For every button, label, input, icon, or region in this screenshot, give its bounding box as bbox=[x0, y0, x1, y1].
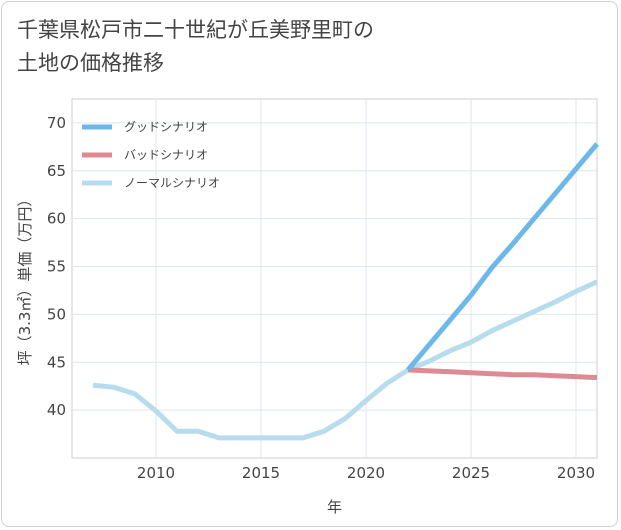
y-tick-label: 70 bbox=[47, 114, 66, 132]
legend-label: グッドシナリオ bbox=[124, 120, 208, 134]
y-tick-label: 60 bbox=[47, 210, 66, 228]
plot-area bbox=[71, 98, 598, 459]
bad-scenario-line bbox=[407, 367, 598, 381]
y-tick-label: 45 bbox=[47, 353, 66, 371]
y-tick-label: 55 bbox=[47, 258, 66, 276]
legend-item-good: グッドシナリオ bbox=[82, 120, 208, 134]
legend-label: ノーマルシナリオ bbox=[124, 176, 220, 190]
good-scenario-line bbox=[406, 142, 599, 372]
legend-item-bad: バッドシナリオ bbox=[82, 148, 208, 162]
y-tick-label: 50 bbox=[47, 305, 66, 323]
y-tick-label: 65 bbox=[47, 162, 66, 180]
tick-labels: 2010 2015 2020 2025 2030 40 45 50 55 60 65 70 bbox=[47, 114, 595, 482]
y-axis-label: 坪（3.3㎡）単価（万円） bbox=[16, 192, 34, 366]
x-axis-label: 年 bbox=[327, 498, 342, 516]
x-tick-label: 2010 bbox=[137, 464, 175, 482]
x-tick-label: 2030 bbox=[557, 464, 595, 482]
chart-title-line-1: 千葉県松戸市二十世紀が丘美野里町の bbox=[17, 18, 374, 42]
x-tick-label: 2015 bbox=[242, 464, 280, 482]
chart-title: 千葉県松戸市二十世紀が丘美野里町の 土地の価格推移 bbox=[17, 14, 577, 80]
series-layer bbox=[92, 142, 599, 441]
x-tick-label: 2020 bbox=[347, 464, 385, 482]
y-tick-label: 40 bbox=[47, 401, 66, 419]
legend-label: バッドシナリオ bbox=[124, 148, 208, 162]
legend-item-normal: ノーマルシナリオ bbox=[82, 176, 220, 190]
chart-title-line-2: 土地の価格推移 bbox=[17, 51, 164, 75]
x-tick-label: 2025 bbox=[452, 464, 490, 482]
normal-scenario-line bbox=[92, 279, 599, 441]
